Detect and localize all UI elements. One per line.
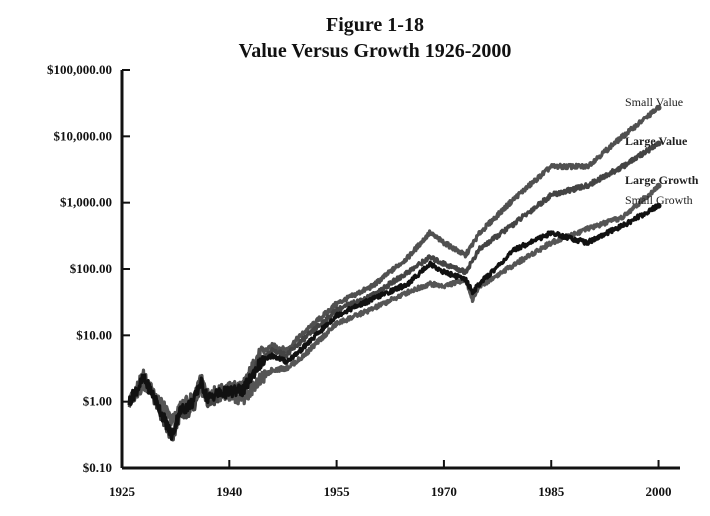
y-tick-label: $1,000.00 [60, 195, 112, 210]
chart-title: Figure 1-18 [326, 14, 424, 36]
chart-subtitle: Value Versus Growth 1926-2000 [238, 40, 512, 62]
series-label: Large Growth [625, 173, 699, 187]
series-end-point [655, 140, 662, 147]
y-tick-label: $100,000.00 [47, 62, 112, 77]
series-label: Small Growth [625, 193, 693, 207]
y-tick-label: $1.00 [83, 394, 112, 409]
series-line [127, 104, 660, 442]
y-tick-label: $10,000.00 [54, 128, 113, 143]
series-line [127, 203, 660, 441]
series-end-point [655, 104, 662, 111]
y-tick-label: $10.00 [76, 327, 112, 342]
y-tick-label: $100.00 [70, 261, 112, 276]
x-tick-label: 1955 [324, 484, 351, 499]
x-tick-label: 1970 [431, 484, 457, 499]
x-tick-label: 1940 [216, 484, 242, 499]
series-end-point [655, 182, 662, 189]
x-tick-label: 1925 [109, 484, 136, 499]
series-end-point [655, 202, 662, 209]
x-tick-label: 2000 [646, 484, 672, 499]
x-tick-label: 1985 [538, 484, 565, 499]
series-label: Large Value [625, 134, 688, 148]
y-tick-label: $0.10 [83, 460, 112, 475]
series-label: Small Value [625, 95, 683, 109]
